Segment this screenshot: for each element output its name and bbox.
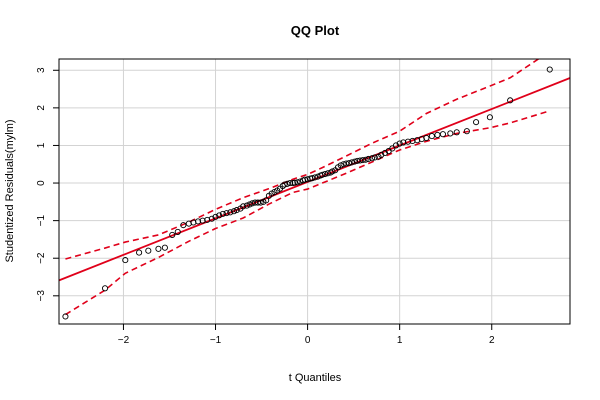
data-point: [351, 158, 358, 165]
data-point: [409, 137, 416, 144]
data-point: [136, 249, 143, 256]
data-point: [301, 176, 308, 183]
data-point: [291, 179, 298, 186]
x-tick-label: −1: [210, 335, 222, 346]
data-point: [199, 217, 206, 224]
data-point: [246, 201, 253, 208]
data-point: [439, 131, 446, 138]
chart-title: QQ Plot: [291, 23, 340, 38]
y-tick-label: −2: [36, 252, 47, 264]
plot-clip-group: [59, 59, 570, 320]
data-point: [230, 208, 237, 215]
data-point: [122, 257, 129, 264]
data-point: [381, 149, 388, 157]
data-point: [434, 131, 441, 138]
data-point: [396, 140, 403, 147]
data-point: [155, 245, 162, 252]
data-point: [174, 228, 181, 235]
plot-area: [58, 58, 571, 325]
confidence-band-lower: [65, 110, 550, 316]
data-point: [212, 213, 219, 220]
data-point: [473, 119, 480, 126]
data-point: [340, 161, 347, 168]
data-point: [348, 159, 355, 166]
y-tick-label: 0: [36, 180, 47, 186]
x-axis-label: t Quantiles: [289, 372, 342, 384]
confidence-band-upper: [65, 59, 540, 260]
y-tick-label: 3: [36, 67, 47, 73]
plot-frame: [58, 58, 571, 325]
y-tick-label: −1: [36, 214, 47, 226]
data-point: [287, 179, 294, 187]
data-point: [447, 130, 454, 137]
data-point: [486, 114, 493, 121]
data-point: [223, 210, 230, 217]
data-point: [227, 209, 234, 216]
data-point: [343, 160, 350, 167]
y-tick-label: 1: [36, 142, 47, 148]
data-point: [257, 199, 264, 206]
data-point: [329, 168, 336, 175]
x-tick-label: 0: [305, 335, 311, 346]
data-point: [216, 212, 223, 219]
data-point: [322, 170, 329, 178]
data-point: [365, 155, 372, 163]
data-point: [359, 157, 366, 164]
data-point: [145, 247, 152, 254]
data-point: [400, 139, 407, 146]
data-point: [161, 244, 168, 251]
data-point: [423, 134, 430, 141]
data-point: [281, 181, 288, 188]
data-point: [392, 142, 400, 149]
data-point: [101, 285, 109, 292]
data-point: [345, 160, 353, 167]
data-point: [368, 155, 376, 162]
x-tick-label: 1: [397, 335, 403, 346]
y-axis-label: Studentized Residuals(mylm): [4, 119, 16, 262]
data-point: [294, 179, 301, 186]
data-point: [219, 210, 226, 217]
x-axis: −2 −1 0 1 2: [118, 324, 495, 346]
data-point: [208, 215, 215, 222]
data-point: [263, 197, 270, 204]
data-point: [311, 174, 319, 181]
data-point: [180, 222, 187, 229]
y-tick-label: −3: [36, 290, 47, 302]
x-tick-label: 2: [489, 335, 495, 346]
data-point: [319, 171, 326, 178]
data-point: [546, 66, 553, 73]
data-point: [309, 175, 316, 182]
data-point: [378, 151, 385, 158]
data-point: [428, 133, 435, 140]
grid-lines: [59, 59, 570, 324]
y-axis: −3 −2 −1 0 1 2 3: [36, 67, 59, 302]
data-point: [507, 97, 514, 104]
data-point: [371, 154, 378, 161]
data-point: [243, 202, 250, 209]
data-point: [463, 128, 470, 135]
y-tick-label: 2: [36, 105, 47, 111]
data-point: [233, 207, 240, 214]
data-point: [169, 231, 176, 238]
data-point: [389, 145, 396, 152]
x-tick-label: −2: [118, 335, 130, 346]
data-point: [240, 203, 247, 210]
data-point: [453, 129, 460, 136]
data-point: [404, 138, 412, 145]
data-point: [362, 156, 369, 163]
data-point: [337, 162, 344, 169]
data-point: [194, 218, 202, 225]
data-point: [62, 313, 69, 320]
